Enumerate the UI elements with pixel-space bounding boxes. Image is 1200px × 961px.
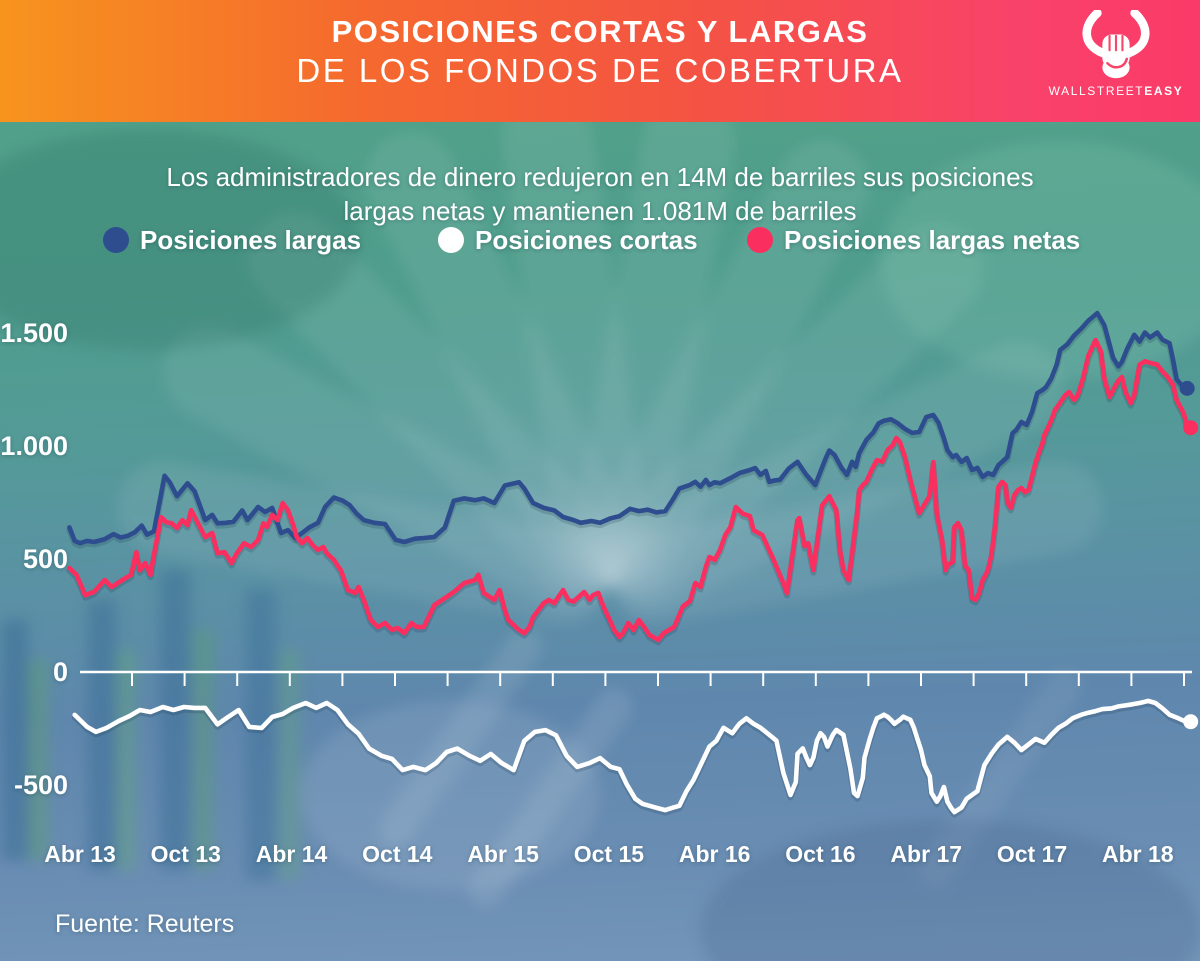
bg-chart-bar <box>160 570 190 870</box>
bg-chart-bar <box>28 660 48 860</box>
legend-item-posiciones-largas: Posiciones largas <box>103 224 361 256</box>
brand-name: WALLSTREETEASY <box>1046 84 1186 98</box>
series-line-posiciones-largas-netas <box>67 337 1193 643</box>
x-tick-label: Abr 16 <box>678 841 751 867</box>
legend-dot-netas <box>747 227 773 253</box>
x-tick-label: Abr 15 <box>467 841 539 867</box>
x-tick-label: Oct 16 <box>785 841 856 867</box>
x-tick-label: Abr 14 <box>255 841 328 867</box>
brand-name-bold: EASY <box>1144 84 1184 98</box>
y-tick-label: 1.000 <box>0 431 68 461</box>
brand-logo: WALLSTREETEASY <box>1046 10 1186 98</box>
legend-label: Posiciones cortas <box>475 224 698 255</box>
legend-label: Posiciones largas <box>140 224 362 255</box>
subtitle-line2: largas netas y mantienen 1.081M de barri… <box>343 196 857 226</box>
bg-chart-bar <box>246 590 276 880</box>
legend-item-posiciones-largas-netas: Posiciones largas netas <box>747 224 1080 256</box>
series-end-dot <box>1179 380 1195 396</box>
y-tick-label: 1.500 <box>0 318 68 348</box>
x-tick-label: Oct 15 <box>573 841 645 867</box>
y-tick-label: 0 <box>52 657 68 687</box>
x-tick-label: Abr 17 <box>890 841 963 867</box>
bg-chart-bar <box>2 620 28 860</box>
legend-dot-largas <box>103 227 129 253</box>
brand-name-light: WALLSTREET <box>1048 84 1145 98</box>
subtitle-line1: Los administradores de dinero redujeron … <box>166 162 1034 192</box>
page-title-line2: DE LOS FONDOS DE COBERTURA <box>296 52 904 89</box>
header-banner: POSICIONES CORTAS Y LARGAS DE LOS FONDOS… <box>0 0 1200 122</box>
x-tick-label: Oct 13 <box>150 841 221 867</box>
series-line-posiciones-largas <box>67 310 1190 546</box>
title-block: POSICIONES CORTAS Y LARGAS DE LOS FONDOS… <box>0 0 1200 90</box>
series-end-dot <box>1183 420 1199 436</box>
legend-item-posiciones-cortas: Posiciones cortas <box>438 224 698 256</box>
bg-blob <box>0 130 360 350</box>
y-tick-label: -500 <box>13 770 68 800</box>
page-title-line1: POSICIONES CORTAS Y LARGAS <box>331 14 869 49</box>
x-tick-label: Oct 14 <box>362 841 433 867</box>
legend-label: Posiciones largas netas <box>784 224 1081 255</box>
chart-legend: Posiciones largas Posiciones cortas Posi… <box>0 224 1200 256</box>
bg-blob <box>880 140 1200 380</box>
bg-chart-bar <box>88 600 116 870</box>
x-tick-label: Oct 17 <box>996 841 1068 867</box>
bull-fist-icon <box>1082 10 1150 79</box>
y-tick-label: 500 <box>22 544 68 574</box>
bg-chart-bar <box>116 650 136 870</box>
legend-dot-cortas <box>438 227 464 253</box>
x-tick-label: Abr 18 <box>1102 841 1174 867</box>
source-caption: Fuente: Reuters <box>55 910 235 938</box>
series-line-posiciones-cortas <box>72 698 1193 815</box>
bg-chart-bar <box>192 630 214 870</box>
chart-subtitle: Los administradores de dinero redujeron … <box>0 160 1200 228</box>
series-end-dot <box>1183 714 1199 730</box>
x-tick-label: Abr 13 <box>44 841 116 867</box>
